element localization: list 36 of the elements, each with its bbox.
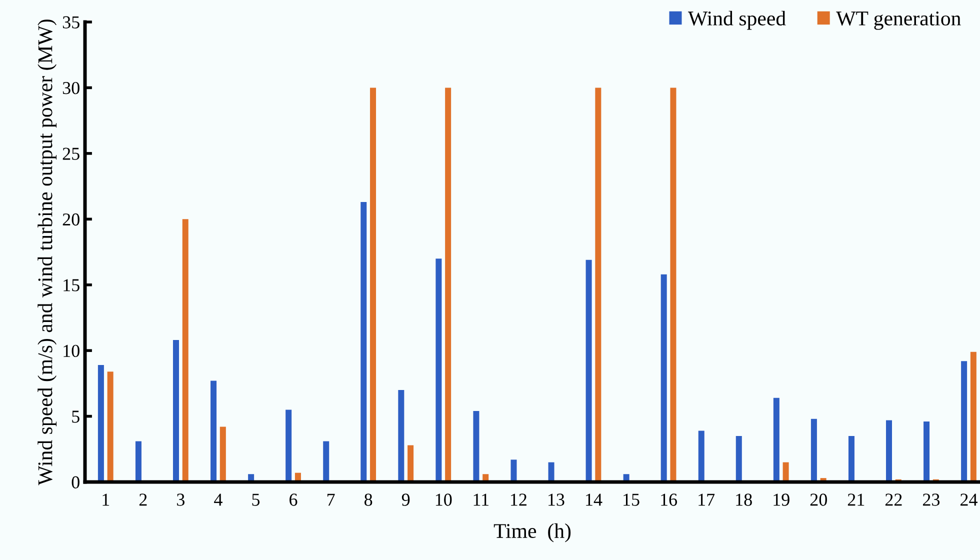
legend-label: Wind speed bbox=[688, 10, 786, 30]
x-tick-label: 24 bbox=[960, 494, 978, 506]
x-tick-label: 12 bbox=[510, 494, 526, 506]
legend-label: WT generation bbox=[836, 12, 961, 30]
x-tick-label: 17 bbox=[698, 494, 715, 506]
x-tick-label: 14 bbox=[586, 494, 602, 506]
x-tick-label: 8 bbox=[364, 494, 372, 506]
x-tick-label: 1 bbox=[102, 494, 110, 506]
y-axis-title: Wind speed (m/s) and wind turbine output power (MW) bbox=[38, 20, 57, 486]
y-tick-label: 20 bbox=[62, 213, 80, 226]
x-tick-label: 19 bbox=[774, 494, 790, 506]
x-tick-label: 16 bbox=[661, 494, 678, 506]
y-tick-label: 10 bbox=[64, 344, 80, 358]
x-tick-label: 15 bbox=[624, 494, 640, 506]
x-tick-label: 13 bbox=[548, 494, 564, 506]
y-tick-label: 35 bbox=[62, 16, 80, 28]
x-tick-label: 5 bbox=[252, 494, 260, 506]
x-tick-label: 22 bbox=[885, 494, 902, 506]
x-tick-label: 2 bbox=[139, 494, 147, 506]
y-tick-label: 0 bbox=[72, 476, 80, 488]
y-tick-label: 5 bbox=[72, 410, 80, 423]
x-tick-label: 7 bbox=[327, 494, 335, 506]
x-tick-label: 3 bbox=[177, 494, 184, 506]
y-tick-label: 15 bbox=[64, 279, 80, 292]
x-tick-label: 20 bbox=[810, 494, 827, 506]
x-tick-label: 21 bbox=[848, 494, 864, 506]
x-tick-label: 9 bbox=[402, 494, 410, 506]
x-tick-label: 4 bbox=[214, 494, 222, 506]
y-tick-label: 30 bbox=[62, 82, 80, 94]
x-tick-label: 6 bbox=[290, 494, 298, 506]
x-tick-label: 10 bbox=[436, 494, 452, 506]
x-tick-label: 18 bbox=[736, 494, 752, 506]
y-tick-label: 25 bbox=[62, 148, 80, 160]
x-axis-title: Time (h) bbox=[494, 523, 571, 542]
x-tick-label: 11 bbox=[474, 494, 489, 506]
x-tick-label: 23 bbox=[922, 494, 940, 506]
